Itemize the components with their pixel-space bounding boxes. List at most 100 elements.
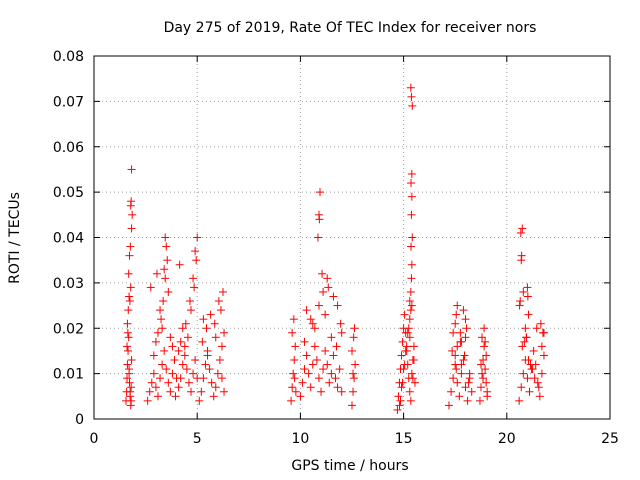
data-point <box>296 392 305 401</box>
data-point <box>325 378 334 387</box>
data-point <box>161 274 170 283</box>
data-point <box>407 369 416 378</box>
data-point <box>479 374 488 383</box>
data-point <box>407 169 416 178</box>
data-point <box>327 369 336 378</box>
y-tick-label: 0.07 <box>53 94 84 110</box>
data-point <box>164 287 173 296</box>
data-point <box>306 315 315 324</box>
data-point <box>516 297 525 306</box>
data-point <box>405 315 414 324</box>
data-point <box>405 333 414 342</box>
data-point <box>164 378 173 387</box>
data-point <box>176 337 185 346</box>
data-point <box>479 356 488 365</box>
data-point <box>126 242 135 251</box>
data-point <box>451 351 460 360</box>
data-point <box>351 360 360 369</box>
data-point <box>517 383 526 392</box>
data-point <box>400 310 409 319</box>
data-point <box>530 374 539 383</box>
data-point <box>176 374 185 383</box>
y-tick-label: 0.03 <box>53 276 84 292</box>
data-point <box>220 328 229 337</box>
data-point <box>290 374 299 383</box>
data-point <box>189 369 198 378</box>
data-point <box>407 301 416 310</box>
data-point <box>158 360 167 369</box>
data-point <box>349 387 358 396</box>
data-point <box>349 369 358 378</box>
data-point <box>124 269 133 278</box>
data-point <box>157 315 166 324</box>
data-point <box>481 337 490 346</box>
data-point <box>125 292 134 301</box>
data-point <box>127 165 136 174</box>
data-point <box>515 396 524 405</box>
data-point <box>202 324 211 333</box>
y-tick-label: 0.05 <box>53 185 84 201</box>
data-point <box>300 337 309 346</box>
data-point <box>209 392 218 401</box>
data-point <box>461 383 470 392</box>
data-point <box>516 228 525 237</box>
data-point <box>336 319 345 328</box>
data-point <box>452 365 461 374</box>
axis-ticks: 0 0.01 0.02 0.03 0.04 0.05 0.06 0.07 0.08 0 5 10 15 2… <box>53 49 619 447</box>
data-point <box>405 297 414 306</box>
data-point <box>456 328 465 337</box>
data-point <box>156 306 165 315</box>
data-point <box>153 392 162 401</box>
data-point <box>461 333 470 342</box>
data-point <box>407 179 416 188</box>
x-tick-label: 15 <box>395 431 413 447</box>
data-point <box>316 188 325 197</box>
data-point <box>407 210 416 219</box>
data-point <box>524 356 533 365</box>
data-point <box>205 365 214 374</box>
data-point <box>211 333 220 342</box>
data-point <box>348 346 356 355</box>
data-point <box>318 269 327 278</box>
data-point <box>304 369 313 378</box>
data-point <box>455 392 464 401</box>
data-point <box>449 328 458 337</box>
data-point <box>149 369 158 378</box>
data-point <box>125 251 134 260</box>
data-point <box>152 269 161 278</box>
data-point <box>166 333 175 342</box>
data-point <box>537 342 546 351</box>
data-point <box>407 192 416 201</box>
data-point <box>207 378 216 387</box>
data-point <box>199 315 208 324</box>
data-point <box>478 333 487 342</box>
data-point <box>453 342 462 351</box>
data-point <box>198 337 207 346</box>
data-point <box>523 292 532 301</box>
data-point <box>398 337 407 346</box>
data-point <box>124 333 133 342</box>
data-point <box>520 337 529 346</box>
data-point <box>350 324 359 333</box>
y-axis-label: ROTI / TECUs <box>7 192 23 284</box>
data-point <box>523 374 532 383</box>
data-point <box>175 260 184 269</box>
data-point <box>406 306 415 315</box>
data-point <box>460 351 469 360</box>
data-point <box>409 356 418 365</box>
data-point <box>159 297 168 306</box>
data-point <box>195 396 204 405</box>
data-point <box>162 365 171 374</box>
data-point <box>457 337 466 346</box>
data-point <box>528 365 537 374</box>
data-point <box>126 283 135 292</box>
data-point <box>323 360 332 369</box>
data-point <box>288 383 297 392</box>
data-point <box>407 242 416 251</box>
data-point <box>327 333 336 342</box>
y-tick-label: 0.08 <box>53 49 84 65</box>
y-tick-label: 0.06 <box>53 140 84 156</box>
data-point <box>406 287 415 296</box>
data-point <box>323 274 332 283</box>
